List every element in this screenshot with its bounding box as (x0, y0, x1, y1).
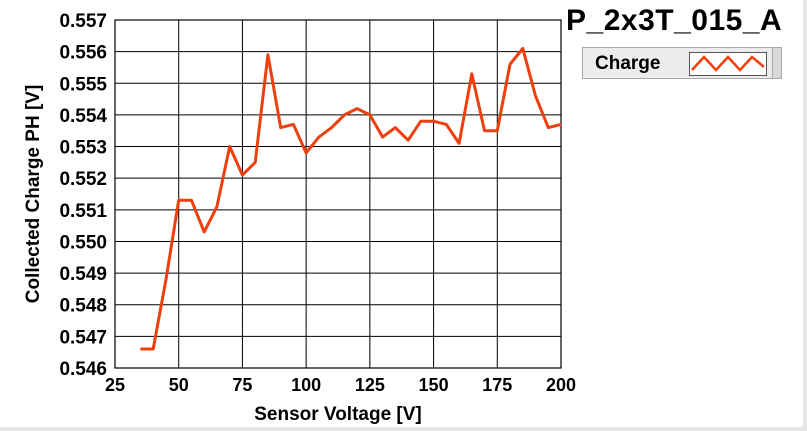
data-point (432, 120, 435, 122)
data-point (292, 123, 294, 125)
window-bottom-edge (0, 427, 807, 431)
data-point (254, 161, 256, 163)
legend-swatch (689, 52, 767, 76)
data-point (178, 199, 180, 201)
x-tick-label: 25 (105, 375, 125, 395)
data-point (229, 145, 231, 148)
data-point (190, 199, 193, 201)
data-point (241, 174, 244, 176)
data-point (560, 123, 562, 125)
x-tick-label: 150 (419, 375, 449, 395)
legend-line-icon (691, 55, 765, 72)
data-point (420, 120, 422, 122)
data-point (496, 130, 498, 132)
legend: Charge (582, 47, 782, 79)
y-tick-label: 0.554 (59, 106, 107, 127)
data-point (203, 231, 205, 233)
y-axis-label: Collected Charge PH [V] (23, 85, 44, 304)
x-tick-label: 200 (546, 375, 576, 395)
data-point (369, 114, 371, 116)
x-axis-ticks: 25 50 75 100 125 150 175 200 (105, 375, 576, 395)
data-point (152, 348, 154, 350)
x-tick-label: 75 (232, 375, 252, 395)
data-point (280, 126, 282, 129)
y-tick-label: 0.546 (59, 359, 107, 380)
data-point (534, 95, 537, 97)
data-point (267, 54, 269, 56)
data-point (216, 206, 218, 208)
x-tick-label: 100 (291, 375, 321, 395)
y-tick-label: 0.549 (59, 264, 107, 285)
x-tick-label: 50 (169, 375, 189, 395)
data-point (139, 348, 142, 350)
y-tick-label: 0.553 (59, 138, 107, 159)
y-tick-label: 0.547 (59, 327, 107, 348)
y-tick-label: 0.557 (59, 11, 107, 32)
data-point (547, 126, 549, 129)
series-layer (139, 47, 562, 351)
y-tick-label: 0.551 (59, 201, 107, 222)
y-tick-label: 0.556 (59, 43, 107, 64)
data-point (343, 114, 345, 116)
data-point (407, 139, 409, 141)
data-point (445, 123, 447, 125)
data-point (318, 136, 320, 138)
data-point (509, 63, 511, 65)
x-tick-label: 175 (482, 375, 512, 395)
y-tick-label: 0.550 (59, 232, 107, 253)
plot-area (114, 19, 562, 369)
data-point (483, 130, 486, 132)
data-point (522, 47, 524, 50)
data-point (394, 126, 396, 129)
y-tick-label: 0.555 (59, 74, 107, 95)
grid (115, 20, 561, 368)
y-tick-label: 0.548 (59, 296, 107, 317)
data-point (356, 107, 358, 110)
y-axis-ticks: 0.546 0.547 0.548 0.549 0.550 0.551 0.552 0.553… (59, 11, 107, 380)
data-point (331, 126, 333, 129)
data-point (305, 152, 307, 154)
window-edge (803, 0, 807, 431)
data-point (165, 278, 167, 281)
legend-scroll-edge (772, 48, 781, 78)
data-point (458, 142, 460, 144)
x-axis-label: Sensor Voltage [V] (254, 404, 422, 425)
data-point (382, 136, 384, 138)
series-line-charge (140, 47, 562, 351)
data-point (471, 73, 473, 75)
x-tick-label: 125 (355, 375, 385, 395)
legend-label: Charge (595, 53, 661, 74)
y-tick-label: 0.552 (59, 169, 107, 190)
chart-title: P_2x3T_015_A (566, 4, 783, 37)
